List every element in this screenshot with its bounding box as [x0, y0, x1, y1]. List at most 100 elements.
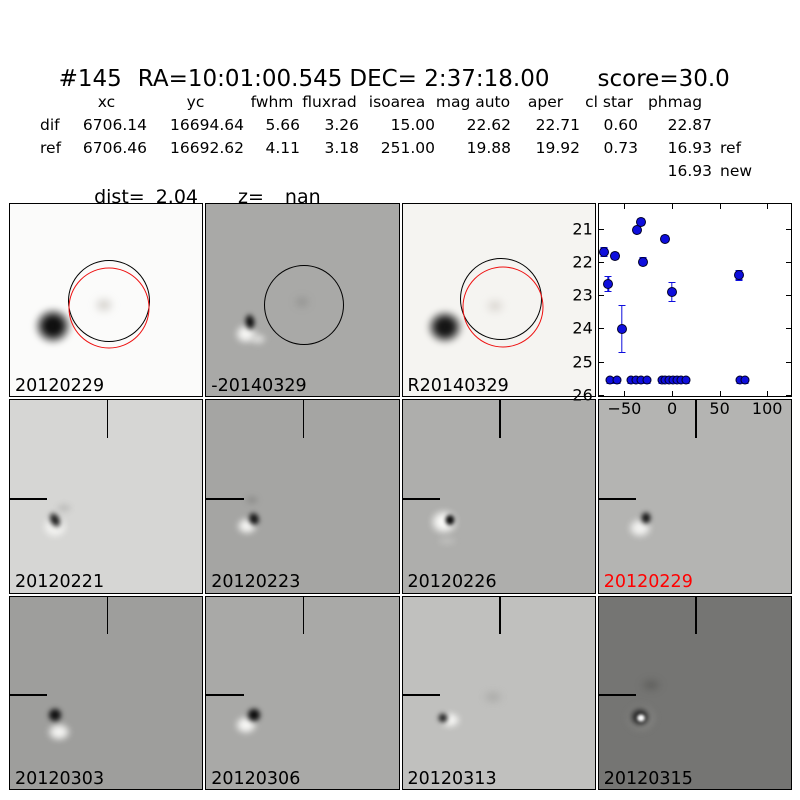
x-tick — [672, 204, 674, 209]
z-label: z= — [238, 186, 264, 208]
target-tick-vertical — [106, 596, 109, 635]
x-tick-label: 0 — [666, 399, 678, 419]
source-blob — [36, 510, 75, 545]
target-tick-vertical — [302, 400, 305, 438]
table-value — [435, 160, 511, 183]
target-tick-horizontal — [206, 694, 244, 696]
y-tick — [786, 394, 791, 396]
panel-date-label: 20120223 — [211, 572, 301, 593]
y-tick — [786, 228, 791, 230]
column-header: xc — [97, 93, 116, 111]
row-label: dif — [40, 116, 60, 134]
errorbar-cap — [618, 351, 626, 354]
table-value: 22.87 — [667, 116, 712, 134]
column-header: fwhm — [250, 93, 294, 111]
source-blob — [430, 533, 463, 548]
stamp-panel-R20140329: R20140329 — [401, 203, 596, 398]
data-point — [660, 233, 671, 244]
y-tick-label: 26 — [572, 385, 593, 405]
row-suffix: ref — [720, 139, 742, 157]
data-point — [740, 375, 750, 385]
target-tick-vertical — [695, 400, 697, 438]
y-tick — [598, 262, 604, 264]
y-tick — [786, 328, 791, 330]
target-tick-vertical — [499, 400, 501, 438]
x-tick — [719, 391, 721, 397]
table-value: 0.60 — [603, 116, 638, 134]
panel-date-label: 20120315 — [603, 768, 693, 789]
aperture-circle-red — [462, 266, 544, 348]
x-tick — [672, 391, 674, 397]
x-tick — [624, 391, 626, 397]
panel-date-label: -20140329 — [211, 375, 307, 396]
source-blob — [635, 677, 666, 694]
column-header: cl star — [585, 93, 633, 111]
aperture-circle-black — [263, 265, 344, 346]
x-tick-label: 100 — [751, 399, 783, 419]
table-value: 15.00 — [390, 116, 435, 134]
y-tick — [598, 228, 604, 230]
table-value: 22.62 — [466, 116, 511, 134]
dist-z-line: dist= 2.04 z= nan — [82, 164, 321, 208]
aperture-circle-red — [68, 267, 150, 349]
target-tick-horizontal — [402, 694, 440, 696]
table-value — [40, 160, 66, 183]
source-blob — [433, 707, 466, 732]
source-blob — [41, 504, 69, 536]
x-tick-label: −50 — [607, 399, 642, 419]
target-tick-vertical — [106, 400, 109, 438]
data-point — [612, 375, 622, 385]
y-tick — [786, 361, 791, 363]
lightcurve-plot: −50 0 50 100 21 22 23 24 25 26 — [572, 203, 792, 418]
table-value: 5.66 — [265, 116, 300, 134]
stamp-panel-20120313: 20120313 — [401, 595, 596, 790]
table-value: 0.73 — [603, 139, 638, 157]
source-blob — [230, 513, 263, 540]
x-tick-label: 50 — [709, 399, 730, 419]
stamp-panel-20120229: 20120229 — [9, 203, 204, 398]
table-value: 3.26 — [324, 116, 359, 134]
dec-value: DEC= 2:37:18.00 — [349, 66, 550, 92]
data-point — [609, 251, 620, 262]
target-tick-horizontal — [206, 498, 244, 500]
table-value — [580, 160, 638, 183]
errorbar-cap — [668, 300, 676, 303]
source-blob — [245, 329, 272, 348]
errorbar-cap — [604, 275, 612, 277]
table-value — [359, 160, 435, 183]
y-tick — [786, 262, 791, 264]
table-value: 16694.64 — [170, 116, 244, 134]
data-point — [667, 286, 678, 297]
data-point — [638, 256, 649, 267]
x-tick — [624, 204, 626, 209]
target-tick-vertical — [302, 596, 305, 635]
table-value: 16692.62 — [170, 139, 244, 157]
target-tick-horizontal — [10, 694, 48, 696]
errorbar-cap — [618, 304, 626, 307]
x-tick — [767, 204, 769, 209]
panel-date-label: 20120229 — [15, 375, 105, 396]
target-tick-vertical — [695, 596, 697, 635]
data-point — [599, 247, 610, 258]
x-tick — [767, 391, 769, 397]
source-blob — [441, 510, 459, 530]
phmag-new-suffix: new — [720, 162, 753, 180]
dist-value: 2.04 — [155, 186, 199, 208]
panel-date-label: 20120313 — [407, 768, 497, 789]
column-header: mag auto — [435, 93, 511, 111]
source-blob — [228, 318, 263, 349]
target-tick-horizontal — [402, 498, 440, 500]
source-blob — [239, 308, 260, 337]
y-tick-label: 25 — [572, 352, 593, 371]
column-header: isoarea — [368, 93, 426, 111]
table-value: 251.00 — [380, 139, 435, 157]
stamp-panel-20120223: 20120223 — [205, 399, 400, 594]
table-value: 19.92 — [535, 139, 580, 157]
data-point — [733, 270, 744, 281]
score-value: score=30.0 — [597, 66, 730, 92]
source-blob — [624, 702, 656, 732]
data-point — [635, 216, 646, 227]
y-tick-label: 21 — [572, 219, 593, 239]
phmag-new-value: 16.93 — [667, 162, 712, 180]
source-blob — [228, 710, 263, 739]
